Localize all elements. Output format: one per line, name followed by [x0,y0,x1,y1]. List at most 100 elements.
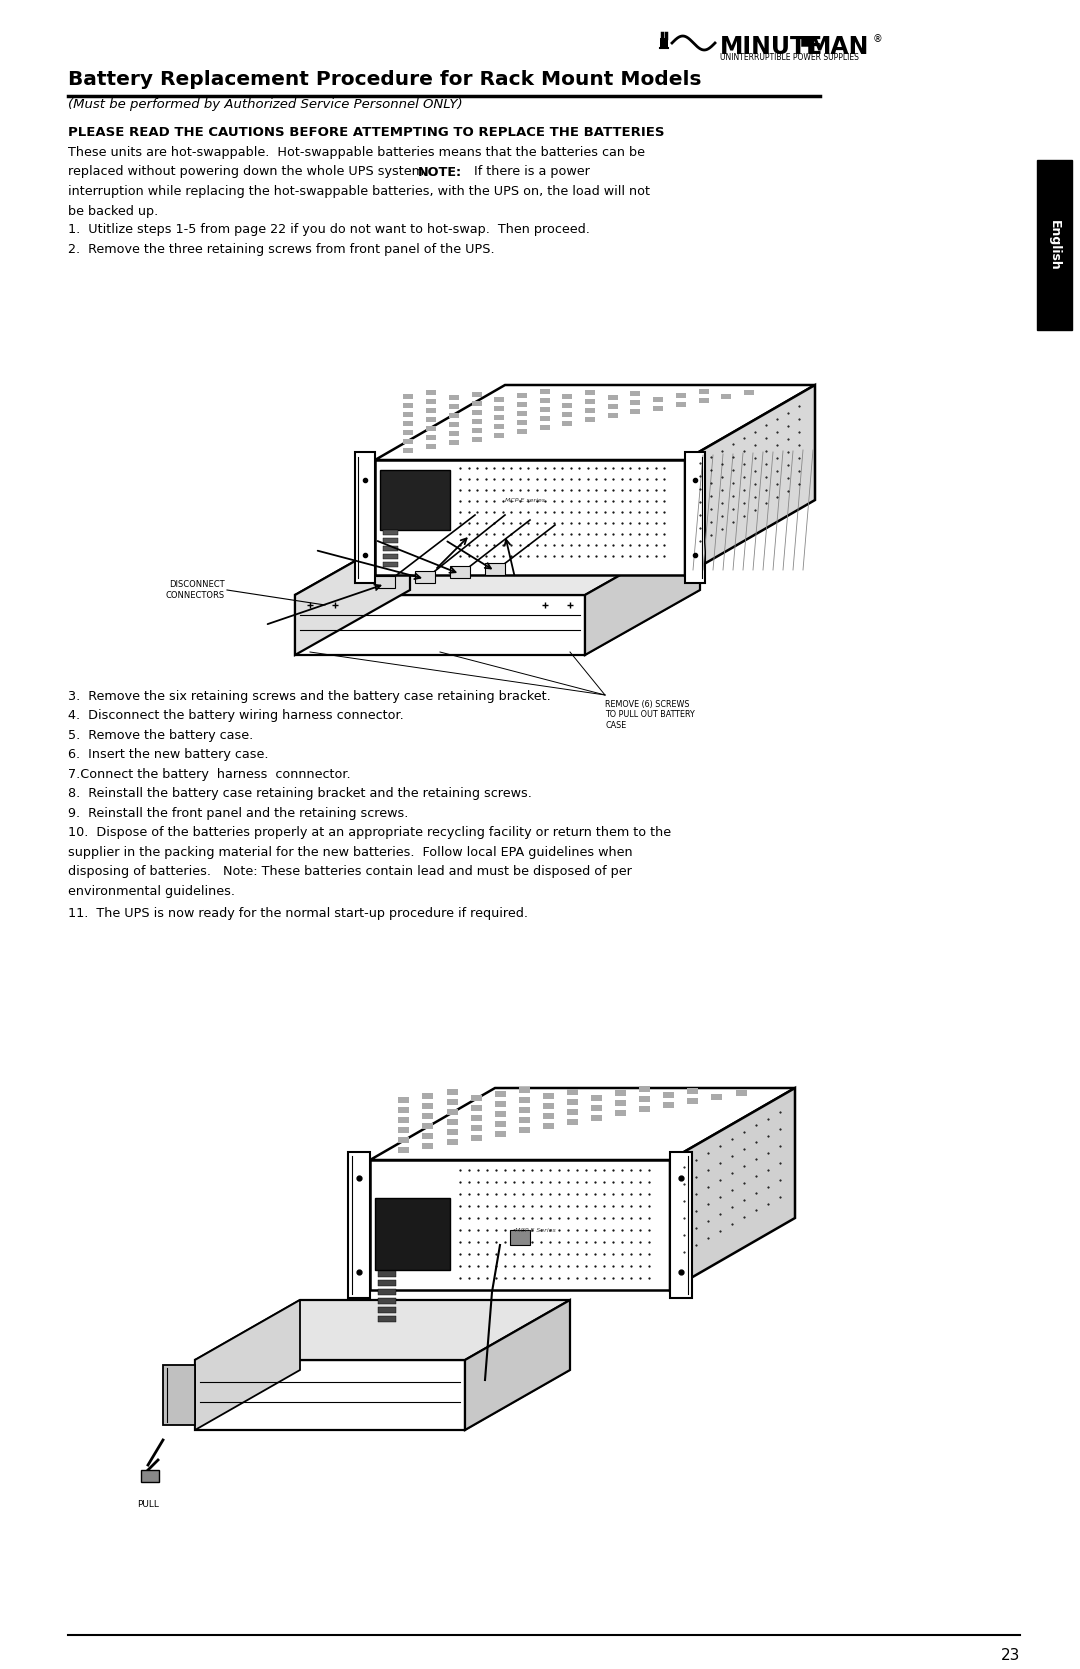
Bar [472,437,482,442]
Bar [383,562,399,567]
Bar [653,397,663,402]
Bar [567,1098,578,1105]
Bar [471,1115,482,1122]
Bar [404,412,414,417]
Bar [495,424,504,429]
Bar [616,1100,626,1107]
Bar [375,1198,450,1270]
Bar [585,391,595,396]
Bar [585,417,595,422]
Text: Battery Replacement Procedure for Rack Mount Models: Battery Replacement Procedure for Rack M… [68,70,702,88]
Bar [404,439,414,444]
Polygon shape [375,461,685,576]
Bar [631,409,640,414]
Bar [517,429,527,434]
Bar [495,1102,505,1107]
Bar [471,1135,482,1142]
Polygon shape [670,1152,692,1298]
Text: These units are hot-swappable.  Hot-swappable batteries means that the batteries: These units are hot-swappable. Hot-swapp… [68,145,645,159]
Bar [543,1113,554,1118]
Text: be backed up.: be backed up. [68,205,159,217]
Polygon shape [370,1160,670,1290]
Bar [591,1095,602,1100]
Bar [744,391,754,396]
Text: REMOVE (6) SCREWS
TO PULL OUT BATTERY
CASE: REMOVE (6) SCREWS TO PULL OUT BATTERY CA… [605,699,694,729]
Bar [427,409,436,414]
Text: 5.  Remove the battery case.: 5. Remove the battery case. [68,729,253,743]
Bar [591,1115,602,1120]
Bar [422,1093,433,1100]
Bar [495,1092,505,1097]
Bar [639,1097,650,1103]
Bar [540,416,550,421]
Text: 6.  Insert the new battery case.: 6. Insert the new battery case. [68,748,269,761]
Text: 7.Connect the battery  harness  connnector.: 7.Connect the battery harness connnector… [68,768,351,781]
Bar [563,421,572,426]
Bar [404,404,414,409]
Bar [608,404,618,409]
Text: MCP-E series: MCP-E series [505,497,545,502]
Text: 11.  The UPS is now ready for the normal start-up procedure if required.: 11. The UPS is now ready for the normal … [68,906,528,920]
Bar [517,411,527,416]
Text: 3.  Remove the six retaining screws and the battery case retaining bracket.: 3. Remove the six retaining screws and t… [68,689,551,703]
Polygon shape [370,1088,795,1160]
Bar [495,397,504,402]
Bar [585,399,595,404]
Bar [495,1122,505,1127]
Text: PLEASE READ THE CAUTIONS BEFORE ATTEMPTING TO REPLACE THE BATTERIES: PLEASE READ THE CAUTIONS BEFORE ATTEMPTI… [68,125,664,139]
Bar [399,1127,409,1133]
Polygon shape [295,531,410,654]
Bar [699,389,708,394]
Bar [378,1272,396,1277]
Bar [639,1087,650,1093]
Bar [399,1137,409,1143]
Text: interruption while replacing the hot-swappable batteries, with the UPS on, the l: interruption while replacing the hot-swa… [68,185,650,199]
Text: DISCONNECT
CONNECTORS: DISCONNECT CONNECTORS [166,581,225,599]
Bar [585,409,595,414]
Text: If there is a power: If there is a power [465,165,590,179]
Bar [639,1107,650,1113]
Polygon shape [585,531,700,654]
Bar [380,471,450,531]
Bar [540,397,550,402]
Bar [472,419,482,424]
Bar [518,1117,530,1123]
Bar [446,1100,458,1105]
Bar [446,1090,458,1095]
Bar [540,426,550,431]
Bar [449,422,459,427]
Bar [375,576,395,587]
Bar [517,402,527,407]
Text: 10.  Dispose of the batteries properly at an appropriate recycling facility or r: 10. Dispose of the batteries properly at… [68,826,671,840]
Text: English: English [1048,220,1061,270]
Bar [563,404,572,407]
Bar [663,1102,674,1108]
Bar [485,562,505,576]
Text: ■: ■ [800,33,813,47]
Text: replaced without powering down the whole UPS system.: replaced without powering down the whole… [68,165,441,179]
Bar [472,401,482,406]
Bar [422,1103,433,1110]
Bar [446,1108,458,1115]
Polygon shape [355,452,375,582]
Bar [616,1110,626,1117]
Bar [518,1087,530,1093]
Bar [687,1098,699,1105]
Bar [495,414,504,419]
Bar [404,421,414,426]
Bar [415,571,435,582]
Polygon shape [375,386,815,461]
Bar [446,1118,458,1125]
Bar [510,1230,530,1245]
Polygon shape [1037,160,1072,330]
Text: MINUTE: MINUTE [720,35,823,58]
Bar [404,449,414,454]
Bar [404,394,414,399]
Bar [495,432,504,437]
Bar [472,392,482,397]
Bar [446,1128,458,1135]
Bar [399,1117,409,1123]
Polygon shape [195,1300,570,1360]
Polygon shape [685,386,815,576]
Text: MAN: MAN [808,35,869,58]
